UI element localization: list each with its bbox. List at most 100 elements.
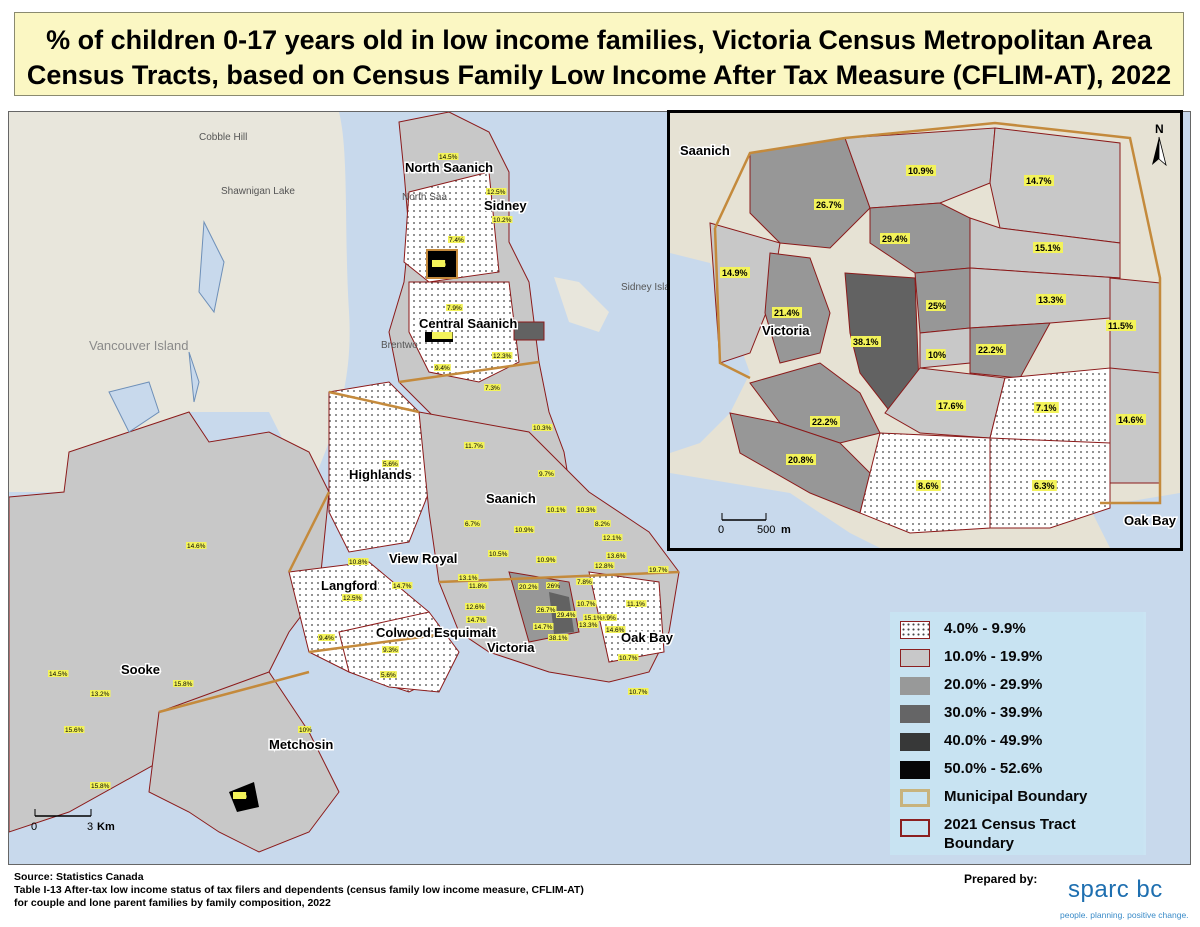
tract-value-label: 5.6%: [381, 672, 396, 679]
legend-label-4: 40.0% - 49.9%: [944, 732, 1043, 749]
tract-value-highlight: [438, 153, 459, 160]
tract-value-highlight: [464, 520, 481, 527]
inset-tract-value: 10%: [928, 350, 946, 360]
inset-value-highlight: [786, 454, 816, 465]
tract-value-highlight: [583, 614, 604, 621]
inset-value-highlight: [1033, 242, 1063, 253]
basemap-vancouver-island: Vancouver Island: [89, 338, 189, 353]
inset-tract-value: 21.4%: [774, 308, 800, 318]
tract-value-label: 10.3%: [577, 507, 596, 514]
tract-value-label: 15.8%: [91, 783, 110, 790]
inset-tract-value: 10.9%: [908, 166, 934, 176]
tract-value-highlight: [594, 520, 611, 527]
tract-value-highlight: [466, 616, 487, 623]
place-saanich: Saanich: [486, 491, 536, 506]
tract-value-label: 26.7%: [537, 607, 556, 614]
tract-value-label: 13.6%: [607, 553, 626, 560]
tract-value-highlight: [606, 552, 627, 559]
inset-map[interactable]: 10.9% 14.7% 26.7% 29.4% 15.1% 14.9% 21.4% 25% 13…: [667, 110, 1183, 551]
legend-label-1: 10.0% - 19.9%: [944, 648, 1043, 665]
place-highlands: Highlands: [349, 467, 412, 482]
tract-value-label: 10.7%: [619, 655, 638, 662]
inset-value-highlight: [906, 165, 936, 176]
inset-value-highlight: [976, 344, 1006, 355]
tract-value-highlight: [48, 670, 69, 677]
place-view-royal: View Royal: [389, 551, 457, 566]
place-sidney: Sidney: [484, 198, 527, 213]
tract-value-highlight: [432, 332, 453, 339]
tract-value-label: 14.5%: [439, 154, 458, 161]
tract-value-highlight: [186, 542, 207, 549]
basemap-shawnigan-lake: Shawnigan Lake: [221, 186, 295, 197]
tract-value-label: 11.1%: [627, 601, 645, 608]
tract-value-highlight: [486, 188, 507, 195]
tract-value-label: 15.8%: [174, 681, 193, 688]
legend-swatch-50: [900, 761, 930, 779]
tract-value-label: 12.8%: [595, 563, 614, 570]
legend-swatch-40: [900, 733, 930, 751]
inset-municipal-boundary: [713, 121, 1162, 505]
legend: 4.0% - 9.9% 10.0% - 19.9% 20.0% - 29.9% …: [890, 612, 1146, 855]
inset-tract-value: 25%: [928, 301, 946, 311]
tract-value-highlight: [648, 566, 669, 573]
tract-value-label: 10.9%: [515, 527, 534, 534]
inset-tract-value: 14.7%: [1026, 176, 1052, 186]
tract-value-label: 26%: [547, 583, 560, 590]
basemap-north-saa: North Saa: [402, 192, 447, 203]
legend-swatch-20: [900, 677, 930, 695]
inset-tract-value: 14.9%: [722, 268, 748, 278]
tract-value-highlight: [576, 600, 597, 607]
sparc-bc-logo: sparc bc: [1068, 876, 1163, 903]
tract-value-label: 14.5%: [49, 671, 68, 678]
inset-value-highlight: [916, 480, 941, 491]
tract-value-label: 9.4%: [435, 365, 450, 372]
place-oak-bay: Oak Bay: [621, 630, 674, 645]
tract-value-label: 7.9%: [447, 305, 462, 312]
tract-value-label: 13.1%: [459, 575, 478, 582]
inset-tract-value: 15.1%: [1035, 243, 1061, 253]
tract-value-highlight: [492, 216, 513, 223]
tract-value-highlight: [536, 556, 557, 563]
tract-value-label: 50%: [234, 793, 247, 800]
tract-value-highlight: [548, 634, 569, 641]
legend-label-2: 20.0% - 29.9%: [944, 676, 1043, 693]
tract-value-highlight: [464, 442, 485, 449]
tract-value-label: 11.7%: [465, 443, 483, 450]
inset-tract-value: 11.5%: [1108, 321, 1133, 331]
inset-place-oak-bay: Oak Bay: [1124, 513, 1177, 528]
tract-value-label: 14.7%: [393, 583, 412, 590]
inset-place-victoria: Victoria: [762, 323, 810, 338]
inset-scale-bar: 0 500 m: [718, 513, 791, 536]
tract-value-label: 20.2%: [519, 584, 538, 591]
tract-value-label: 14.7%: [467, 617, 486, 624]
tract-value-highlight: [434, 364, 451, 371]
inset-tract-value: 38.1%: [853, 337, 879, 347]
tract-value-highlight: [514, 526, 535, 533]
legend-label-0: 4.0% - 9.9%: [944, 620, 1026, 637]
tract-value-label: 7.4%: [449, 237, 464, 244]
tract-value-highlight: [380, 671, 397, 678]
tract-value-label: 9.4%: [319, 635, 334, 642]
tract-value-label: 7.3%: [485, 385, 500, 392]
inset-scale-zero: 0: [718, 524, 724, 536]
place-sooke: Sooke: [121, 662, 160, 677]
tract-value-highlight: [488, 550, 509, 557]
tract-value-label: 10.5%: [489, 551, 508, 558]
colwood-region: [338, 611, 460, 693]
tract-value-label: 14.6%: [606, 627, 625, 634]
tract-value-highlight: [90, 782, 111, 789]
legend-label-5: 50.0% - 52.6%: [944, 760, 1043, 777]
tract-value-highlight: [538, 470, 555, 477]
tract-value-highlight: [546, 582, 560, 589]
tract-value-highlight: [492, 352, 513, 359]
inset-canvas: 10.9% 14.7% 26.7% 29.4% 15.1% 14.9% 21.4% 25% 13…: [670, 113, 1180, 548]
tract-value-highlight: [532, 424, 553, 431]
tract-value-highlight: [533, 623, 554, 630]
inset-value-highlight: [1032, 480, 1057, 491]
tract-value-highlight: [173, 680, 194, 687]
inset-tract-value: 29.4%: [882, 234, 908, 244]
tract-value-highlight: [382, 646, 399, 653]
legend-swatch-municipal: [900, 789, 930, 807]
tract-value-label: 10.9%: [537, 557, 556, 564]
legend-swatch-10: [900, 649, 930, 667]
